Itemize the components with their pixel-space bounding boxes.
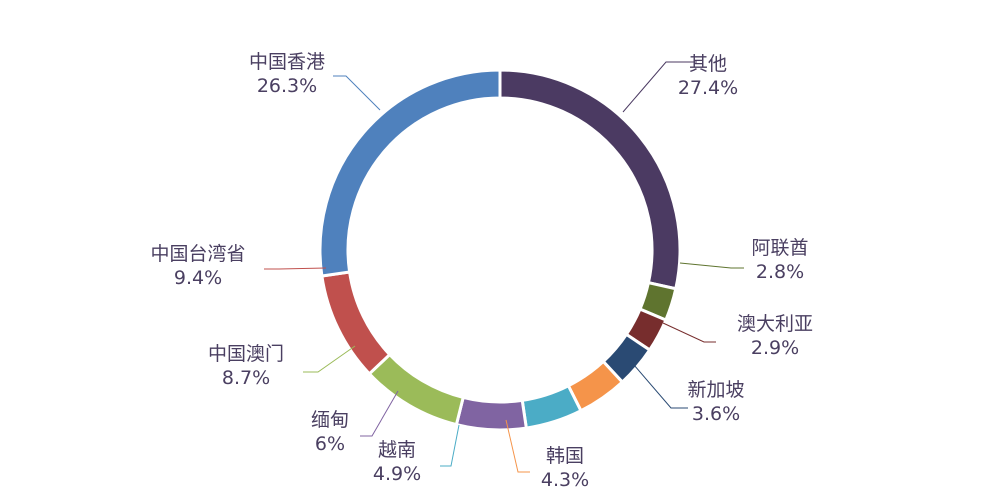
slice-macao [367,352,465,427]
slice-hongkong [318,68,502,278]
donut-slices [318,68,682,432]
leader-line-macao [303,345,356,373]
slice-myanmar [454,395,529,432]
leader-line-korea [505,419,530,473]
slice-taiwan [320,270,392,376]
label-name-hongkong: 中国香港 [249,51,325,73]
label-name-singapore: 新加坡 [687,379,744,401]
label-percent-macao: 8.7% [222,367,270,389]
label-percent-other: 27.4% [678,77,738,99]
slice-other [498,68,682,291]
label-percent-vietnam: 4.9% [373,463,421,485]
label-name-myanmar: 缅甸 [311,409,349,431]
label-percent-hongkong: 26.3% [257,75,317,97]
label-percent-taiwan: 9.4% [174,267,222,289]
label-percent-singapore: 3.6% [692,403,740,425]
leader-line-other [622,61,697,113]
label-percent-uae: 2.8% [756,261,804,283]
slice-vietnam [520,383,583,430]
leader-line-taiwan [264,267,327,270]
label-percent-korea: 4.3% [541,469,589,491]
label-name-uae: 阿联酋 [751,237,808,259]
label-percent-myanmar: 6% [315,433,345,455]
label-name-korea: 韩国 [546,445,584,467]
label-name-vietnam: 越南 [378,439,416,461]
leader-line-vietnam [440,424,460,467]
leader-line-uae [679,262,744,269]
leader-line-australia [662,322,716,343]
leader-line-myanmar [360,390,399,437]
leader-line-hongkong [333,75,381,111]
label-name-taiwan: 中国台湾省 [150,243,245,265]
label-name-australia: 澳大利亚 [737,313,813,335]
leader-line-singapore [633,364,688,409]
label-percent-australia: 2.9% [751,337,799,359]
label-name-macao: 中国澳门 [208,343,284,365]
label-name-other: 其他 [689,53,727,75]
